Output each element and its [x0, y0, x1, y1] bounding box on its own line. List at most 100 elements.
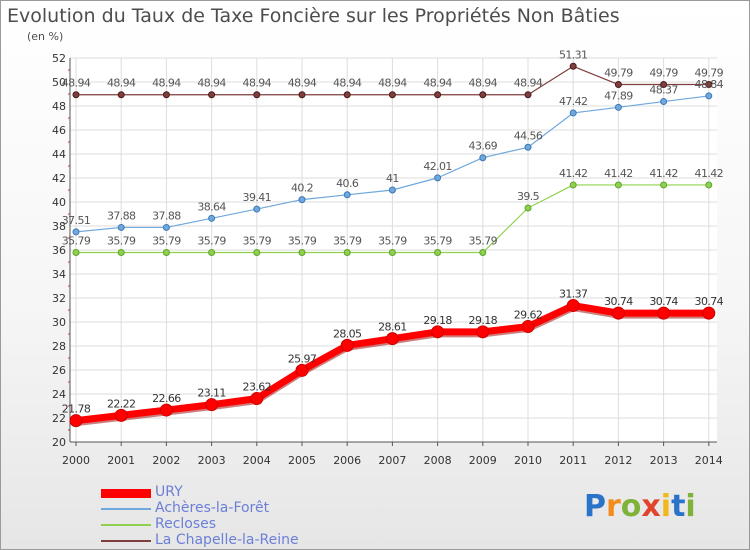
- x-tick-label: 2005: [288, 454, 316, 467]
- data-point: [208, 214, 216, 222]
- data-label: 49.79: [695, 67, 724, 80]
- y-tick-label: 34: [52, 268, 66, 281]
- data-point: [521, 320, 535, 334]
- data-label: 39.41: [243, 191, 272, 204]
- y-minor-tick: [68, 405, 70, 407]
- data-label: 48.94: [423, 77, 452, 90]
- data-label: 28.05: [333, 327, 362, 340]
- data-label: 48.94: [469, 77, 498, 90]
- data-point: [566, 299, 580, 313]
- data-point: [524, 143, 532, 151]
- data-label: 39.5: [517, 190, 540, 203]
- data-point: [69, 414, 83, 428]
- logo-letter: x: [641, 489, 661, 524]
- x-tick-label: 2002: [152, 454, 180, 467]
- data-label: 22.22: [107, 397, 136, 410]
- data-point: [434, 249, 442, 257]
- data-point: [434, 174, 442, 182]
- y-minor-tick: [68, 141, 70, 143]
- legend-swatch: [101, 488, 151, 498]
- x-tick-label: 2010: [514, 454, 542, 467]
- data-label: 48.94: [197, 77, 226, 90]
- data-point: [614, 81, 622, 89]
- data-label: 35.79: [378, 235, 407, 248]
- data-label: 47.89: [604, 89, 633, 102]
- y-tick-label: 44: [52, 148, 66, 161]
- data-label: 29.62: [514, 309, 543, 322]
- y-tick-label: 42: [52, 172, 66, 185]
- y-minor-tick: [68, 261, 70, 263]
- y-tick-label: 46: [52, 124, 66, 137]
- y-minor-tick: [68, 189, 70, 191]
- data-point: [72, 91, 80, 99]
- y-minor-tick: [68, 309, 70, 311]
- data-point: [250, 392, 264, 406]
- data-label: 48.37: [649, 84, 678, 97]
- data-label: 48.84: [695, 78, 724, 91]
- legend-swatch: [101, 524, 151, 526]
- data-label: 35.79: [107, 235, 136, 248]
- data-point: [702, 306, 716, 320]
- data-point: [479, 91, 487, 99]
- legend-label: Recloses: [155, 516, 217, 532]
- data-point: [569, 181, 577, 189]
- data-label: 48.94: [243, 77, 272, 90]
- data-point: [298, 196, 306, 204]
- data-label: 35.79: [333, 235, 362, 248]
- data-label: 48.94: [62, 77, 91, 90]
- y-tick-label: 22: [52, 412, 66, 425]
- proxiti-logo: Proxiti: [584, 489, 696, 524]
- data-point: [611, 306, 625, 320]
- data-point: [159, 403, 173, 417]
- data-point: [208, 91, 216, 99]
- data-label: 35.79: [288, 235, 317, 248]
- y-tick-label: 32: [52, 292, 66, 305]
- y-tick-label: 20: [52, 436, 66, 449]
- y-tick-label: 30: [52, 316, 66, 329]
- x-tick-label: 2001: [107, 454, 135, 467]
- logo-letter: r: [606, 489, 621, 524]
- y-minor-tick: [68, 285, 70, 287]
- data-point: [479, 249, 487, 257]
- data-label: 35.79: [197, 235, 226, 248]
- data-point: [388, 186, 396, 194]
- data-label: 23.62: [243, 381, 272, 394]
- chart-subtitle: (en %): [27, 30, 64, 43]
- data-label: 35.79: [152, 235, 181, 248]
- logo-letter: i: [660, 489, 672, 524]
- data-point: [569, 109, 577, 117]
- y-minor-tick: [68, 117, 70, 119]
- logo-letter: o: [620, 489, 642, 524]
- data-point: [298, 249, 306, 257]
- data-point: [114, 408, 128, 422]
- data-point: [117, 91, 125, 99]
- x-tick-label: 2006: [333, 454, 361, 467]
- data-point: [705, 92, 713, 100]
- x-tick-label: 2003: [198, 454, 226, 467]
- data-point: [343, 191, 351, 199]
- legend-label: URY: [155, 484, 183, 500]
- data-label: 35.79: [469, 235, 498, 248]
- x-tick-label: 2012: [604, 454, 632, 467]
- data-point: [253, 205, 261, 213]
- data-point: [253, 249, 261, 257]
- data-label: 41.42: [559, 167, 588, 180]
- y-minor-tick: [68, 357, 70, 359]
- x-tick-label: 2013: [650, 454, 678, 467]
- data-label: 37.88: [107, 209, 136, 222]
- data-point: [117, 249, 125, 257]
- legend-label: La Chapelle-la-Reine: [155, 532, 299, 548]
- y-tick-label: 26: [52, 364, 66, 377]
- data-point: [385, 332, 399, 346]
- data-label: 28.61: [378, 321, 407, 334]
- data-point: [340, 338, 354, 352]
- data-label: 41.42: [604, 167, 633, 180]
- y-tick-label: 36: [52, 244, 66, 257]
- y-minor-tick: [68, 69, 70, 71]
- data-point: [660, 98, 668, 106]
- data-label: 48.94: [152, 77, 181, 90]
- data-label: 21.78: [62, 403, 91, 416]
- data-point: [388, 91, 396, 99]
- data-point: [705, 81, 713, 89]
- data-label: 30.74: [649, 295, 678, 308]
